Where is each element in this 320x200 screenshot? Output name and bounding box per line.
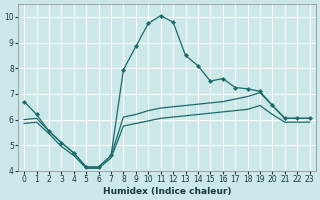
X-axis label: Humidex (Indice chaleur): Humidex (Indice chaleur) bbox=[103, 187, 231, 196]
